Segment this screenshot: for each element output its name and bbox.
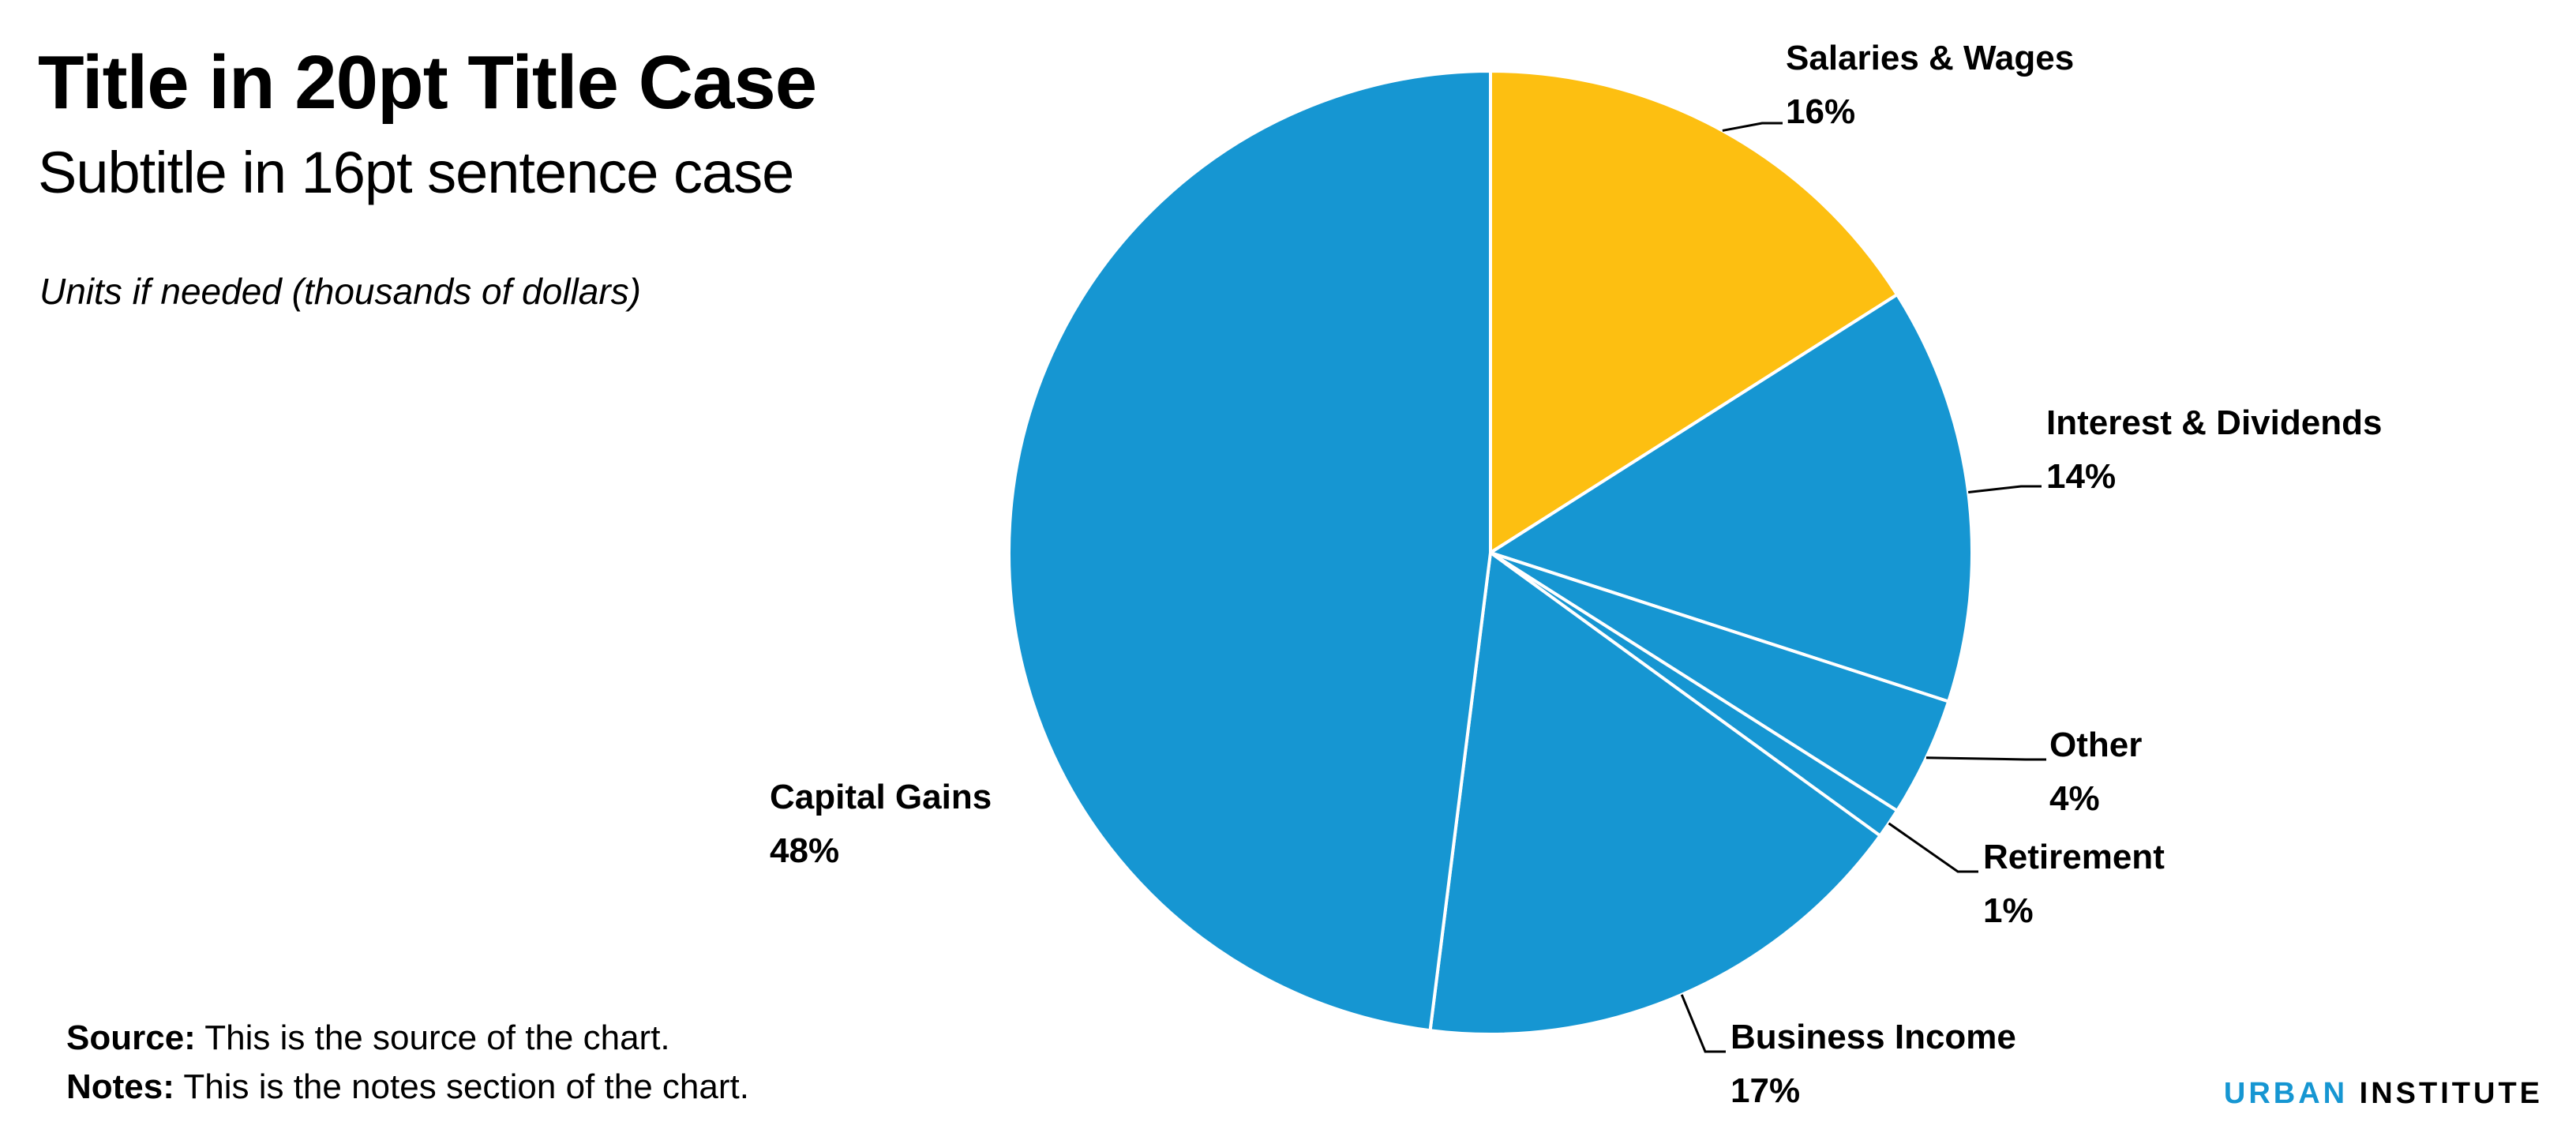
pie-slice-interest-dividends [1487,292,1974,704]
slice-label: Capital Gains [770,778,992,816]
brand-logo: URBAN INSTITUTE [2224,1077,2543,1111]
leader-line [1968,485,2042,494]
leader-line [1680,994,1726,1053]
pie-slice-business-income [1428,549,1883,1036]
slice-label: Interest & Dividends [2046,403,2382,442]
notes-label: Notes: [66,1067,174,1106]
slice-value-label: 16% [1786,92,1855,131]
brand-part-2: INSTITUTE [2359,1077,2543,1110]
chart-title: Title in 20pt Title Case [38,40,817,125]
source-label: Source: [66,1018,196,1057]
leader-line [1888,822,1978,873]
slice-value-label: 14% [2046,457,2116,496]
slice-value-label: 48% [770,831,839,870]
source-line: Source: This is the source of the chart. [66,1018,670,1058]
leader-line [1722,122,1783,132]
slice-label: Other [2049,726,2142,764]
slice-label: Retirement [1983,838,2165,876]
notes-line: Notes: This is the notes section of the … [66,1067,749,1107]
pie-slice-capital-gains [1007,69,1492,1033]
notes-text: This is the notes section of the chart. [183,1067,749,1106]
slice-value-label: 4% [2049,779,2100,818]
slice-value-label: 1% [1983,891,2034,930]
brand-part-1: URBAN [2223,1077,2349,1110]
source-text: This is the source of the chart. [204,1018,670,1057]
leader-line [1925,756,2046,761]
slice-value-label: 17% [1730,1071,1800,1110]
slice-label: Business Income [1730,1018,2016,1056]
slice-label: Salaries & Wages [1786,39,2074,77]
units-note: Units if needed (thousands of dollars) [39,271,641,312]
chart-subtitle: Subtitle in 16pt sentence case [38,140,794,205]
